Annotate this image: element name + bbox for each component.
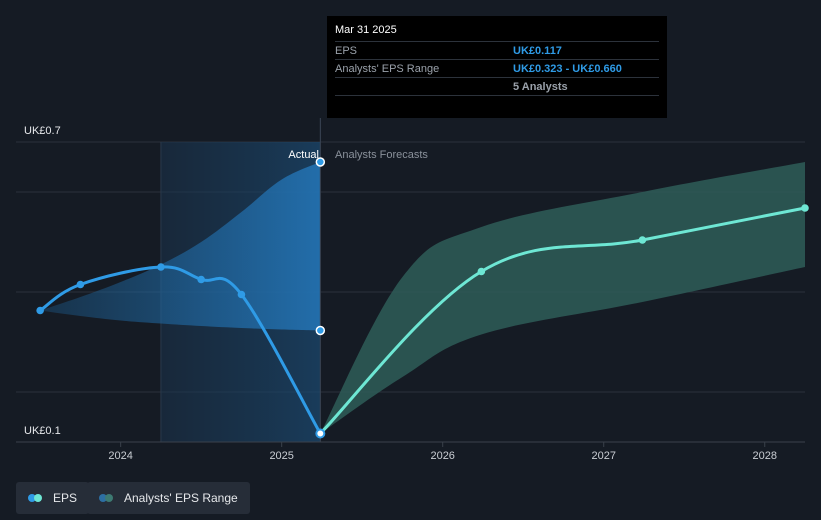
tooltip: Mar 31 2025 EPS UK£0.117 Analysts' EPS R… [327,16,667,118]
x-tick-label-2026: 2026 [430,450,454,462]
eps-point [36,306,44,315]
tooltip-key: EPS [335,44,358,57]
tooltip-key: Analysts' EPS Range [335,62,440,75]
eps-point [76,280,85,289]
tooltip-value: UK£0.323 - UK£0.660 [513,62,622,75]
historical-eps-range-area [40,162,321,331]
legend-label: Analysts' EPS Range [124,491,238,505]
legend-item-eps[interactable]: EPS [16,482,90,514]
legend-item-range[interactable]: Analysts' EPS Range [87,482,250,514]
eps-point [157,263,165,271]
eps-point [315,428,326,439]
tooltip-row-eps: EPS UK£0.117 [335,41,659,59]
y-tick-label-top: UK£0.7 [24,125,61,137]
x-tick-label-2027: 2027 [591,450,615,462]
eps-forecast-point [801,204,809,212]
axis-labels: UK£0.7 UK£0.1 2024 2025 2026 2027 2028 [16,125,805,462]
tooltip-value: UK£0.117 [513,44,562,57]
x-tick-label-2024: 2024 [108,450,132,462]
forecast-eps-range-area [320,162,805,434]
tooltip-row-range: Analysts' EPS Range UK£0.323 - UK£0.660 [335,59,659,77]
eps-forecast-point [477,267,486,276]
eps-point [237,290,246,299]
legend-dots-icon [28,494,44,502]
tooltip-analysts-count: 5 Analysts [513,80,568,93]
eps-forecast-line [318,206,807,435]
y-tick-label-bottom: UK£0.1 [24,425,61,437]
range-marker-point [315,157,326,167]
series-points [36,157,809,439]
eps-forecast-point [638,236,647,244]
x-tick-label-2025: 2025 [269,450,293,462]
eps-point [197,275,205,284]
range-marker-point [315,325,326,336]
range-areas [40,162,805,434]
actual-label: Actual [288,149,319,161]
tooltip-date: Mar 31 2025 [335,24,397,36]
tooltip-row-analysts: 5 Analysts [335,77,659,96]
forecast-label: Analysts Forecasts [335,149,428,161]
legend-dots-icon [99,494,115,502]
x-tick-label-2028: 2028 [753,450,777,462]
legend-label: EPS [53,491,78,505]
